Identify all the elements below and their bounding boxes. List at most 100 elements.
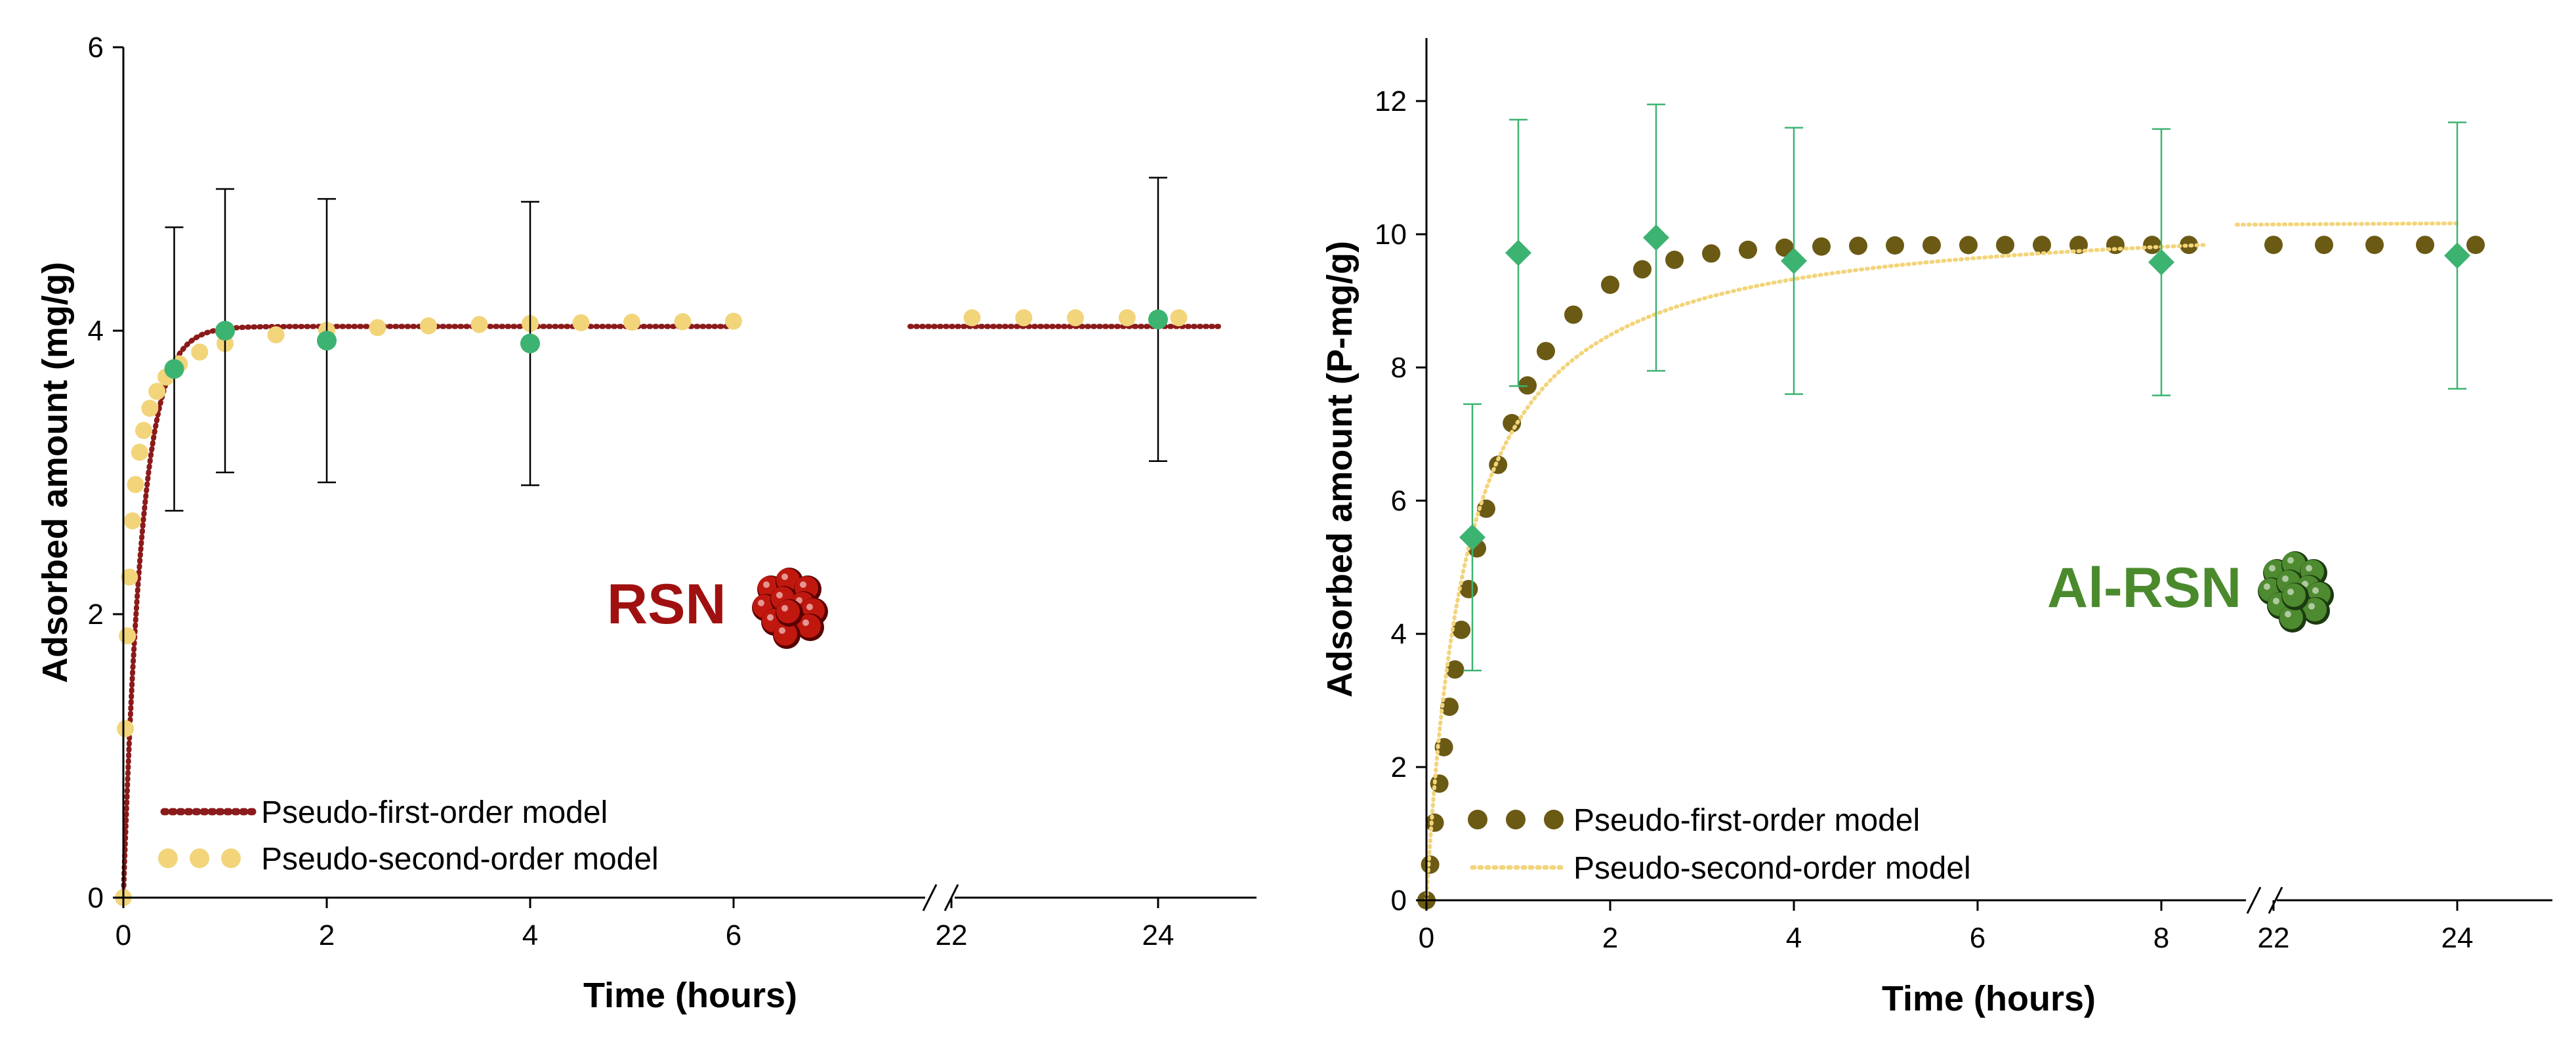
alrsn-first-order-point (1452, 620, 1471, 639)
alrsn-first-order-point (1849, 236, 1867, 255)
cluster-particle-highlight (781, 605, 788, 612)
alrsn-y-tick-label: 0 (1391, 885, 1407, 917)
alrsn-first-order-point (2264, 236, 2283, 255)
alrsn-measured-point (2444, 242, 2470, 269)
rsn-measured-point (164, 359, 184, 379)
rsn-second-order-point (135, 422, 152, 439)
rsn-second-order-point (1015, 309, 1033, 327)
cluster-particle (774, 622, 797, 646)
cluster-particle-highlight (2282, 575, 2289, 582)
rsn-legend-second-order-swatch (158, 848, 178, 868)
alrsn-first-order-point (1996, 236, 2014, 255)
cluster-particle-highlight (2287, 589, 2294, 595)
cluster-particle-highlight (802, 619, 809, 626)
alrsn-first-order-point (2365, 236, 2384, 255)
rsn-axis-break-mark (922, 884, 938, 911)
green-nanoparticle-cluster-icon (2258, 551, 2334, 633)
alrsn-legend-second-order-label: Pseudo-second-order model (1573, 851, 1971, 886)
alrsn-legend-first-order-swatch (1544, 810, 1564, 829)
rsn-measured-point (1148, 309, 1168, 329)
alrsn-x-axis-title: Time (hours) (1882, 979, 2096, 1018)
cluster-particle-highlight (2269, 565, 2275, 572)
cluster-particle-highlight (776, 592, 783, 598)
rsn-x-tick-label: 6 (726, 919, 741, 951)
cluster-particle (776, 600, 800, 623)
alrsn-legend-first-order-label: Pseudo-first-order model (1573, 803, 1920, 838)
cluster-particle (2279, 606, 2303, 629)
cluster-particle-highlight (767, 614, 774, 621)
alrsn-first-order-point (1776, 238, 1794, 257)
rsn-y-tick-label: 6 (88, 31, 104, 64)
alrsn-measured-points (1459, 224, 2470, 551)
alrsn-measured-point (1643, 224, 1669, 251)
alrsn-x-tick-label: 4 (1786, 922, 1802, 954)
rsn-second-order-point (963, 309, 981, 327)
rsn-legend-first-order-label: Pseudo-first-order model (261, 795, 608, 830)
rsn-axis-ticks (113, 46, 1159, 908)
alrsn-first-order-point (1812, 237, 1831, 256)
rsn-second-order-point (1170, 309, 1188, 327)
rsn-x-tick-label: 0 (115, 919, 131, 951)
alrsn-first-order-point (1665, 251, 1684, 269)
cluster-particle (2303, 598, 2327, 621)
cluster-particle (797, 614, 821, 638)
rsn-second-order-point (267, 326, 285, 344)
cluster-particle-highlight (2287, 557, 2294, 564)
cluster-particle-highlight (2312, 587, 2319, 594)
alrsn-y-tick-label: 4 (1391, 618, 1407, 650)
rsn-error-bars (165, 177, 1167, 512)
rsn-x-axis-title: Time (hours) (583, 976, 797, 1015)
cluster-particle-highlight (806, 604, 813, 610)
rsn-second-order-point (572, 314, 590, 331)
alrsn-axis-ticks (1416, 100, 2459, 911)
rsn-y-tick-label: 0 (88, 882, 104, 914)
alrsn-x-tick-label: 24 (2441, 922, 2474, 954)
cluster-particle-highlight (779, 627, 785, 634)
alrsn-first-order-point (1633, 260, 1652, 279)
rsn-legend-second-order-swatch (221, 848, 241, 868)
rsn-second-order-point (1118, 309, 1136, 327)
alrsn-legend: Pseudo-first-order model Pseudo-second-o… (1468, 803, 1971, 886)
panel-rsn: 0 2 4 6 0 2 4 6 22 24 Time (hours) Adsor… (35, 31, 1257, 1015)
alrsn-y-tick-label: 12 (1375, 85, 1407, 117)
alrsn-first-order-point (1445, 660, 1465, 679)
rsn-second-order-point (674, 313, 692, 331)
rsn-second-order-point (191, 343, 209, 361)
alrsn-x-tick-label: 6 (1970, 922, 1985, 954)
rsn-second-order-point (1067, 309, 1084, 327)
cluster-particle-highlight (758, 600, 764, 606)
rsn-second-order-point (623, 314, 640, 331)
alrsn-x-tick-label: 2 (1602, 922, 1618, 954)
rsn-x-tick-label: 4 (522, 919, 538, 951)
alrsn-first-order-point (2466, 236, 2485, 255)
rsn-y-axis-title: Adsorbed amount (mg/g) (35, 262, 75, 683)
alrsn-first-order-point (1702, 244, 1720, 263)
alrsn-first-order-point (1459, 579, 1478, 598)
cluster-particle-highlight (2285, 611, 2291, 617)
cluster-particle-highlight (2308, 603, 2315, 610)
rsn-second-order-point (131, 444, 148, 461)
alrsn-measured-point (2148, 249, 2174, 276)
red-nanoparticle-cluster-icon (752, 568, 828, 649)
rsn-measured-point (215, 321, 235, 341)
rsn-legend-second-order-swatch (190, 848, 209, 868)
rsn-y-tick-label: 2 (88, 598, 104, 631)
rsn-second-order-point (148, 383, 166, 400)
rsn-second-order-point (420, 317, 437, 335)
rsn-x-tick-label: 22 (936, 919, 968, 951)
alrsn-material-label: Al-RSN (2047, 556, 2241, 619)
alrsn-first-order-point (1739, 240, 1757, 259)
rsn-material-label: RSN (607, 573, 726, 636)
alrsn-y-tick-label: 8 (1391, 352, 1407, 384)
cluster-particle (2282, 552, 2306, 575)
alrsn-measured-point (1459, 524, 1485, 551)
cluster-particle-highlight (2306, 565, 2312, 572)
alrsn-first-order-point (2033, 236, 2051, 255)
cluster-particle-highlight (2273, 598, 2279, 604)
alrsn-axis-break-mark (2246, 886, 2262, 914)
cluster-particle-highlight (2264, 583, 2270, 590)
rsn-second-order-point (121, 568, 138, 586)
alrsn-y-tick-label: 6 (1391, 485, 1407, 517)
